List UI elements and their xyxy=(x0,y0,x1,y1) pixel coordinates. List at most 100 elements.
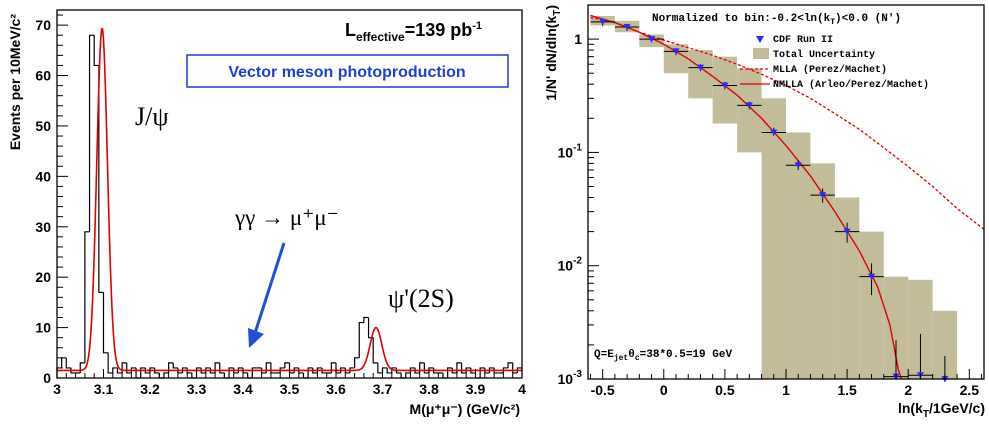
data-point xyxy=(639,36,664,43)
histogram-bin xyxy=(219,362,225,374)
histogram-bin xyxy=(405,372,411,378)
luminosity-subscript: effective xyxy=(356,30,405,44)
histogram-bin xyxy=(172,362,178,369)
legend-marker-cdf xyxy=(756,36,764,43)
histogram-bin xyxy=(377,362,383,374)
right-x-ticks: -0.5 0 0.5 1 1.5 2 2.5 xyxy=(589,369,983,398)
mlla-curve xyxy=(590,16,985,230)
histogram-bin xyxy=(116,367,123,374)
histogram-bin xyxy=(247,372,253,379)
histogram-bin xyxy=(507,362,513,368)
histogram-bin xyxy=(465,367,471,373)
jpsi-label: J/ψ xyxy=(135,102,169,131)
histogram-bin xyxy=(391,367,397,373)
normalization-label: Normalized to bin:-0.2<ln(kT)<0.0 (N') xyxy=(652,13,901,27)
right-x-axis-title: ln(kT/1GeV/c) xyxy=(898,400,985,420)
histogram-bin xyxy=(233,367,239,374)
histogram-bin xyxy=(65,357,71,369)
left-x-tick-label: 3.6 xyxy=(326,381,346,397)
right-y-tick-label: 10-1 xyxy=(558,142,583,160)
histogram-bin xyxy=(121,362,127,373)
right-y-title-sub: T xyxy=(552,10,563,16)
histogram-bin xyxy=(442,372,448,379)
histogram-bin xyxy=(512,362,518,374)
q-mid: θ xyxy=(628,349,635,361)
uncertainty-band xyxy=(761,98,786,379)
data-point xyxy=(663,48,689,56)
histogram-bin xyxy=(191,372,197,379)
luminosity-value: =139 pb xyxy=(405,20,473,40)
left-y-tick-label: 70 xyxy=(35,17,51,33)
histogram-bin xyxy=(470,367,476,374)
legend-entry-cdf: CDF Run II xyxy=(773,35,833,46)
uncertainty-band xyxy=(712,56,738,124)
histogram-bin xyxy=(251,367,257,378)
histogram-bin xyxy=(168,362,174,373)
left-y-tick-label: 60 xyxy=(35,68,51,84)
histogram-bin xyxy=(321,367,327,374)
histogram-bin xyxy=(456,362,462,373)
right-y-tick-label: 10-2 xyxy=(558,256,583,274)
histogram-bin xyxy=(479,367,485,378)
histogram-bin xyxy=(293,367,299,373)
histogram-bin xyxy=(88,34,95,232)
histogram-bin xyxy=(181,367,188,373)
histogram-bin xyxy=(423,362,429,374)
left-x-tick-label: 3.4 xyxy=(233,381,253,397)
data-point xyxy=(590,18,615,27)
right-x-title-sub: T xyxy=(923,409,929,420)
histogram-bin xyxy=(140,367,146,378)
right-x-tick-label: 2.5 xyxy=(960,382,980,398)
left-y-axis-title: Events per 10MeV/c² xyxy=(7,14,23,151)
histogram-bin xyxy=(144,367,150,374)
histogram-bin xyxy=(502,367,509,373)
histogram-bin xyxy=(433,367,439,374)
histogram-bin xyxy=(400,372,406,379)
right-x-title-main: ln(k xyxy=(898,400,923,416)
histogram-bin xyxy=(307,367,313,378)
data-point xyxy=(761,127,786,136)
histogram-bin xyxy=(302,372,309,379)
right-y-tick-label: 1 xyxy=(574,31,582,47)
histogram-bin xyxy=(102,292,109,354)
luminosity-sup: -1 xyxy=(472,20,482,32)
data-point xyxy=(712,81,738,90)
histogram-bin xyxy=(474,372,481,379)
histogram-bin xyxy=(484,367,490,374)
histogram-bin xyxy=(186,367,192,374)
histogram-bin xyxy=(265,362,271,373)
histogram-bin xyxy=(335,362,341,374)
histogram-bin xyxy=(386,367,392,374)
right-x-tick-label: 0 xyxy=(660,382,668,398)
norm-text: Normalized to bin:-0.2<ln(k xyxy=(652,13,831,25)
histogram-bin xyxy=(158,372,164,379)
gammagamma-label: γγ → μ⁺μ⁻ xyxy=(234,205,339,230)
histogram-bin xyxy=(312,367,318,374)
histogram-bin xyxy=(409,367,416,373)
uncertainty-band-layer xyxy=(590,15,958,379)
norm-sub: T xyxy=(830,18,835,27)
uncertainty-band xyxy=(786,132,811,379)
gammagamma-arrow-head xyxy=(248,328,264,348)
right-y-tick-label: 10-3 xyxy=(558,369,583,387)
right-x-tick-label: -0.5 xyxy=(591,382,615,398)
histogram-bin xyxy=(130,367,137,373)
histogram-bin xyxy=(460,362,467,374)
left-x-tick-label: 3 xyxy=(53,381,61,397)
histogram-bin xyxy=(358,321,364,358)
histogram-bin xyxy=(330,362,336,373)
histogram-bin xyxy=(154,367,160,374)
histogram-bin xyxy=(79,362,85,373)
histogram-bin xyxy=(363,316,369,323)
uncertainty-band xyxy=(688,50,713,99)
histogram-bin xyxy=(516,367,522,373)
left-x-tick-label: 3.7 xyxy=(373,381,393,397)
q-tail: =38*0.5=19 GeV xyxy=(640,349,733,361)
legend: CDF Run II Total Uncertainty MLLA (Perez… xyxy=(740,35,929,91)
right-y-ticks: 10-3 10-2 10-1 1 xyxy=(558,4,599,387)
histogram-bin xyxy=(298,367,304,374)
left-y-tick-label: 20 xyxy=(35,269,51,285)
histogram-bin xyxy=(56,367,62,378)
histogram-bin xyxy=(237,367,243,373)
